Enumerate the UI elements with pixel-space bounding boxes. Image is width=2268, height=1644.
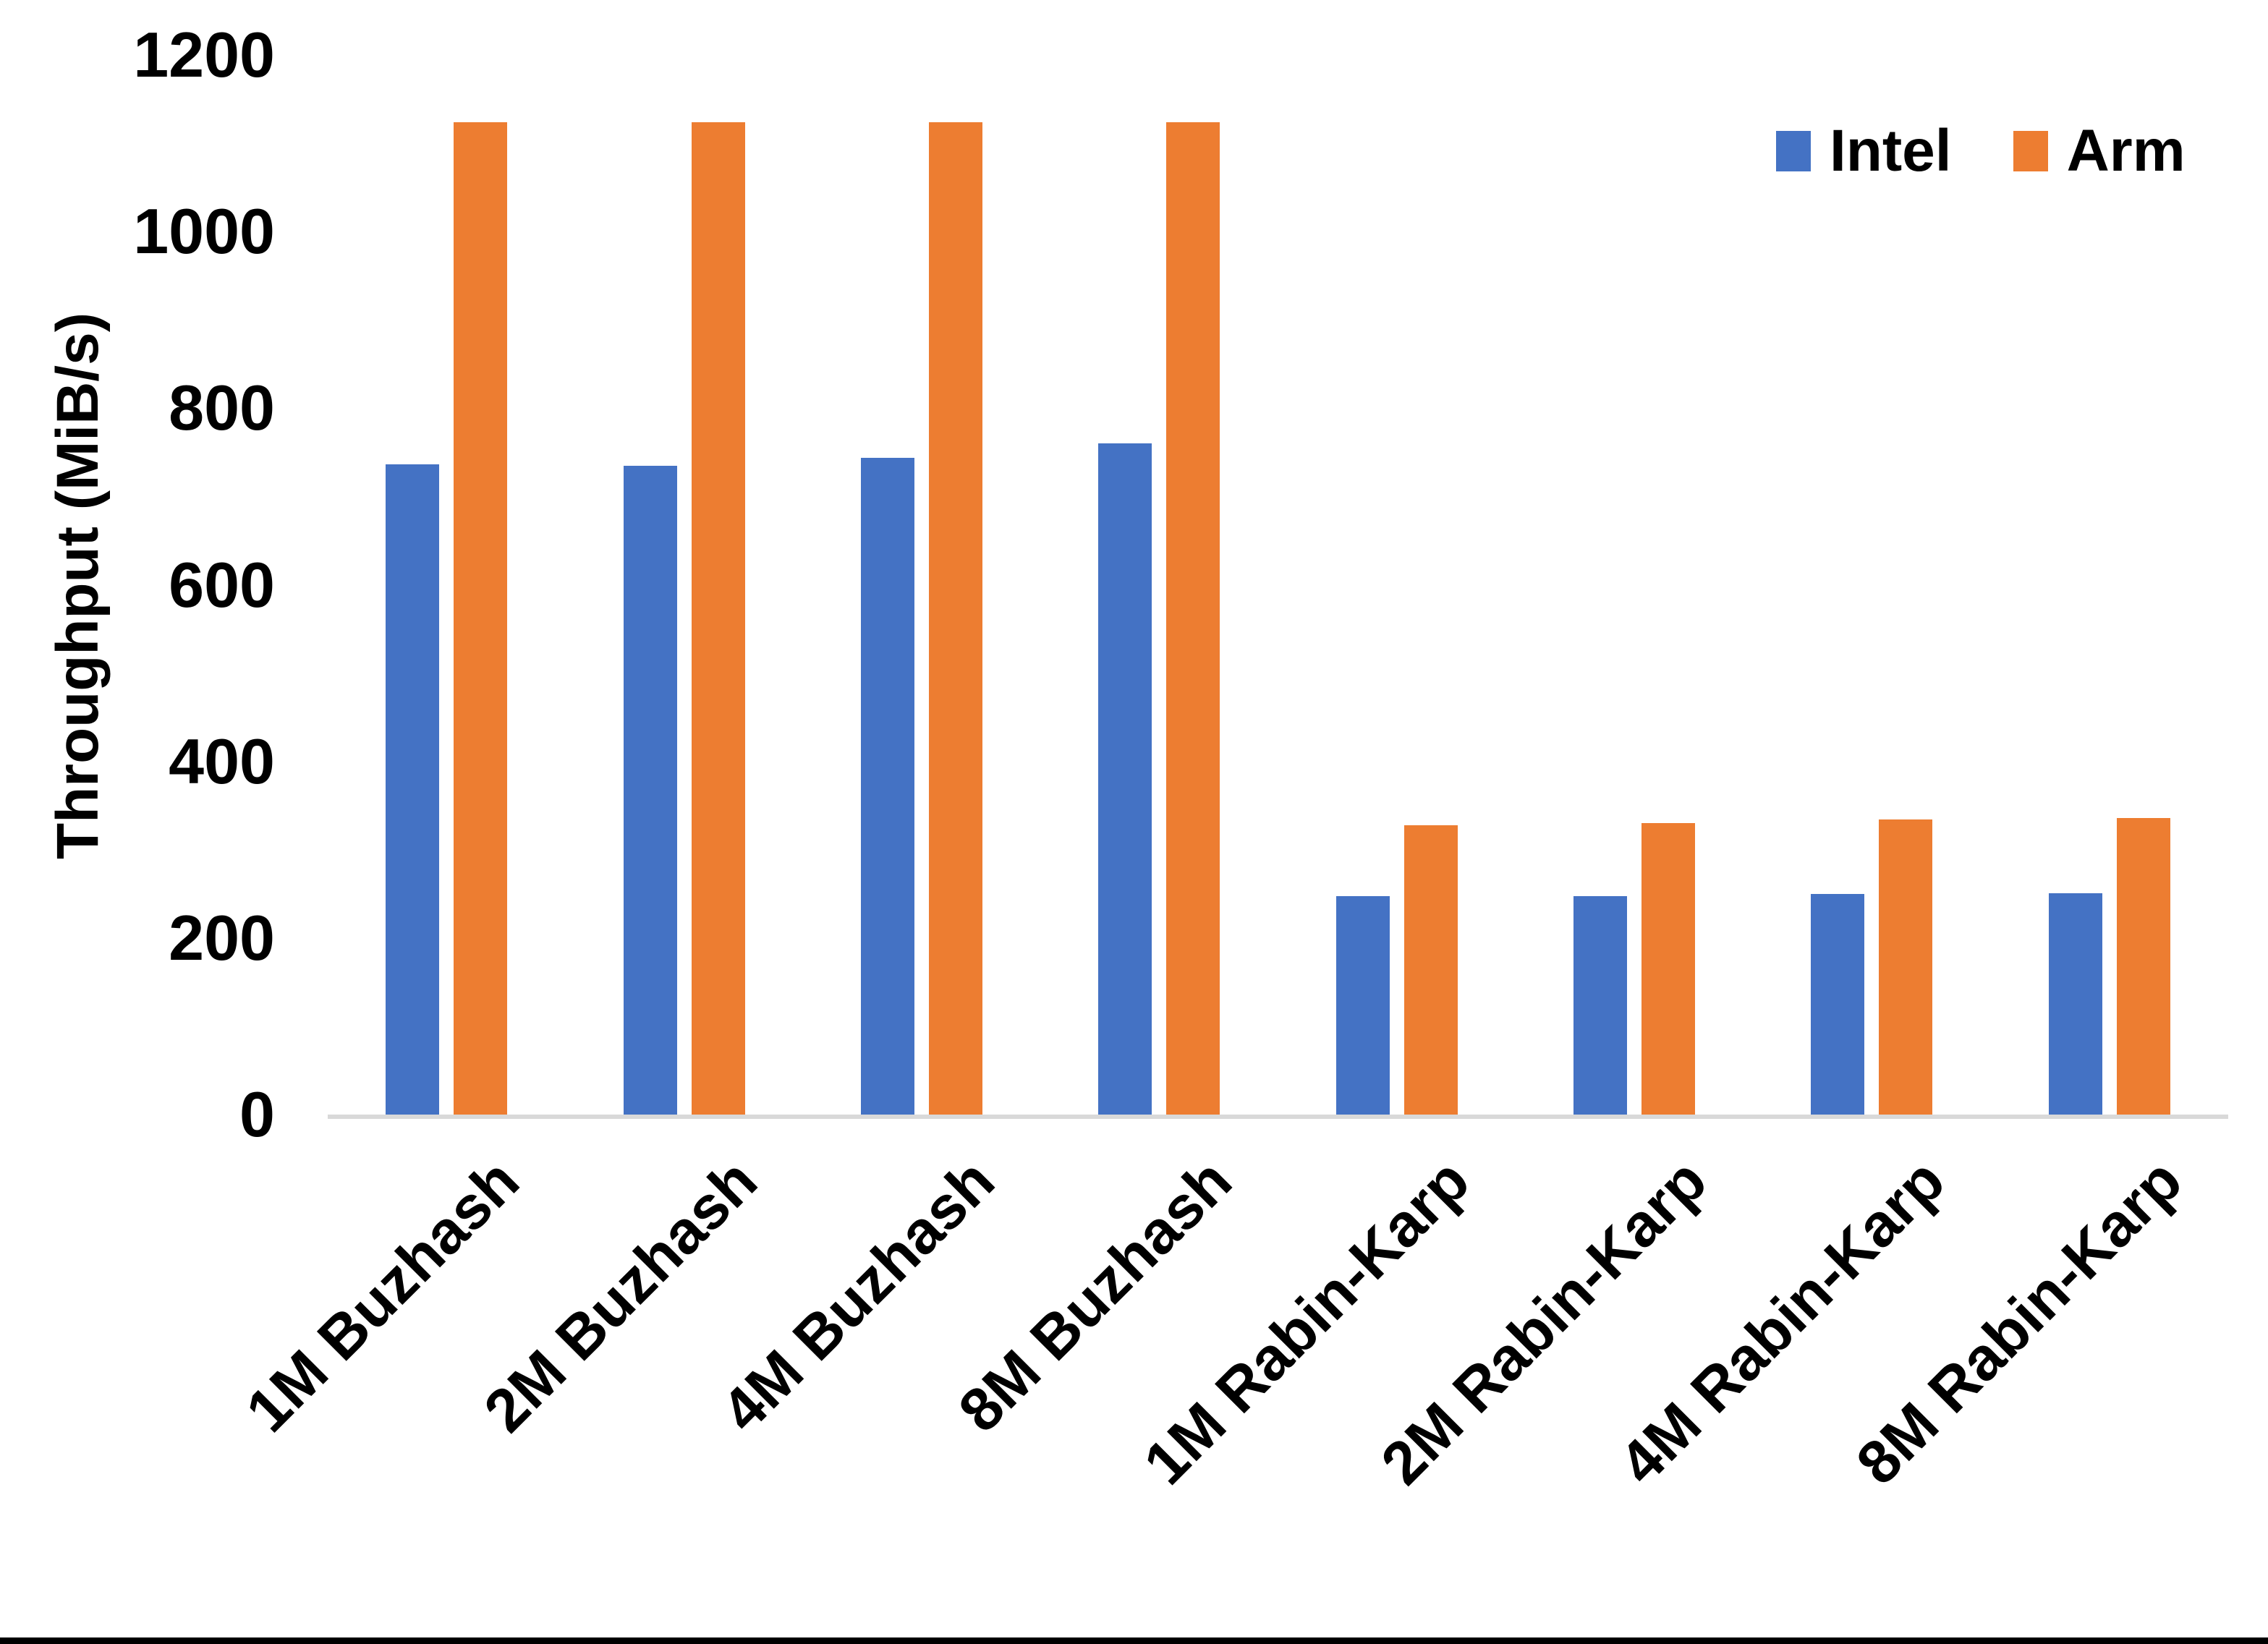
intel-series-swatch <box>1776 131 1811 171</box>
bar-arm-2m-rabin-karp <box>1641 823 1696 1115</box>
bar-intel-4m-rabin-karp <box>1811 893 1865 1115</box>
bar-arm-8m-buzhash <box>1166 122 1220 1115</box>
y-tick-label: 600 <box>169 548 275 621</box>
bar-intel-2m-rabin-karp <box>1573 896 1628 1115</box>
bar-arm-8m-rabin-karp <box>2116 817 2170 1115</box>
bar-intel-8m-buzhash <box>1098 443 1152 1115</box>
bar-intel-1m-buzhash <box>386 464 440 1115</box>
y-tick-label: 800 <box>169 372 275 444</box>
bar-arm-1m-rabin-karp <box>1403 825 1458 1115</box>
bar-intel-2m-buzhash <box>623 465 677 1115</box>
bar-arm-4m-buzhash <box>928 122 982 1115</box>
bar-arm-2m-buzhash <box>691 122 745 1115</box>
y-tick-label: 200 <box>169 901 275 974</box>
legend-label-arm: Arm <box>2066 118 2186 184</box>
y-tick-label: 1000 <box>133 195 275 268</box>
bottom-border-bar <box>0 1637 2268 1644</box>
bar-intel-8m-rabin-karp <box>2048 893 2102 1115</box>
legend-item-intel: Intel <box>1776 122 1952 181</box>
y-tick-label: 0 <box>239 1078 275 1150</box>
legend-item-arm: Arm <box>2013 122 2186 181</box>
y-tick-label: 1200 <box>133 19 275 90</box>
bar-arm-1m-buzhash <box>454 122 508 1115</box>
arm-series-swatch <box>2013 131 2048 171</box>
bar-arm-4m-rabin-karp <box>1879 819 1933 1115</box>
x-axis-line <box>328 1115 2228 1119</box>
bar-intel-4m-buzhash <box>860 457 914 1115</box>
bar-intel-1m-rabin-karp <box>1335 896 1390 1115</box>
legend-label-intel: Intel <box>1830 118 1952 184</box>
legend: Intel Arm <box>1776 122 2186 181</box>
y-tick-label: 400 <box>169 725 275 797</box>
